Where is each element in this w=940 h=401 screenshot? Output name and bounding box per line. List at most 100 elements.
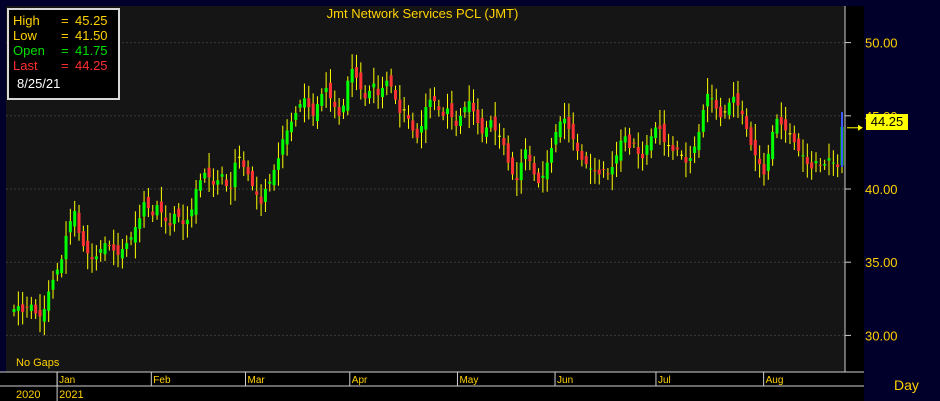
ohlc-body bbox=[220, 174, 224, 177]
ohlc-body bbox=[177, 208, 181, 217]
ohlc-body bbox=[550, 148, 554, 163]
ohlc-body bbox=[393, 90, 397, 100]
ohlc-body bbox=[450, 103, 454, 118]
last-price-arrow bbox=[858, 124, 863, 131]
ohlc-body bbox=[576, 142, 580, 151]
price-axis-panel bbox=[845, 6, 864, 372]
ohlc-body bbox=[597, 169, 601, 175]
y-tick-label: 40.00 bbox=[865, 182, 898, 197]
ohlc-body bbox=[831, 162, 835, 164]
ohlc-body bbox=[814, 161, 818, 164]
ohlc-body bbox=[229, 187, 233, 189]
ohlc-body bbox=[706, 93, 710, 107]
ohlc-body bbox=[797, 138, 801, 151]
ohlc-body bbox=[29, 304, 33, 312]
ohlc-body bbox=[472, 102, 476, 112]
ohlc-info-box: High = 45.25 Low = 41.50 Open = 41.75 La… bbox=[7, 8, 120, 100]
ohlc-body bbox=[714, 99, 718, 109]
ohlc-body bbox=[324, 87, 328, 93]
ohlc-body bbox=[758, 158, 762, 165]
ohlc-body bbox=[424, 107, 428, 130]
ohlc-body bbox=[64, 235, 68, 260]
ohlc-body bbox=[42, 309, 46, 322]
ohlc-body bbox=[107, 244, 111, 247]
ohlc-date: 8/25/21 bbox=[17, 76, 61, 91]
ohlc-body bbox=[328, 82, 332, 99]
ohlc-body bbox=[632, 142, 636, 144]
equals-sign: = bbox=[61, 43, 69, 58]
ohlc-body bbox=[563, 118, 567, 124]
last-price-tag: 44.25 bbox=[866, 114, 908, 130]
ohlc-body bbox=[667, 145, 671, 147]
ohlc-body bbox=[571, 123, 575, 140]
ohlc-body bbox=[753, 139, 757, 156]
month-label: Jul bbox=[658, 375, 671, 386]
ohlc-body bbox=[285, 130, 289, 145]
ohlc-body bbox=[649, 136, 653, 151]
ohlc-body bbox=[511, 157, 515, 175]
ohlc-body bbox=[12, 309, 16, 312]
ohlc-low-row: Low = 41.50 bbox=[13, 28, 118, 43]
ohlc-body bbox=[68, 221, 72, 233]
ohlc-last-row: Last = 44.25 bbox=[13, 58, 118, 73]
month-label: Jun bbox=[557, 375, 573, 386]
ohlc-high-row: High = 45.25 bbox=[13, 13, 118, 28]
ohlc-body bbox=[307, 98, 311, 108]
ohlc-body bbox=[320, 93, 324, 106]
ohlc-body bbox=[459, 115, 463, 127]
ohlc-body bbox=[441, 111, 445, 116]
ohlc-body bbox=[827, 158, 831, 161]
interval-label[interactable]: Day bbox=[894, 377, 919, 393]
ohlc-body bbox=[34, 304, 38, 314]
ohlc-body bbox=[463, 107, 467, 113]
ohlc-body bbox=[480, 117, 484, 134]
ohlc-body bbox=[615, 155, 619, 164]
ohlc-body bbox=[732, 96, 736, 103]
ohlc-body bbox=[506, 143, 510, 163]
ohlc-body bbox=[389, 75, 393, 87]
ohlc-body bbox=[81, 231, 85, 247]
ohlc-body bbox=[259, 196, 263, 204]
ohlc-body bbox=[51, 279, 55, 290]
ohlc-body bbox=[411, 120, 415, 131]
ohlc-body bbox=[120, 249, 124, 259]
ohlc-body bbox=[16, 306, 20, 311]
ohlc-body bbox=[792, 133, 796, 143]
ohlc-body bbox=[346, 80, 350, 111]
ohlc-body bbox=[727, 102, 731, 115]
ohlc-body bbox=[515, 177, 519, 181]
ohlc-body bbox=[216, 180, 220, 185]
ohlc-body bbox=[402, 109, 406, 111]
high-label: High bbox=[13, 13, 40, 28]
ohlc-body bbox=[485, 127, 489, 137]
ohlc-body bbox=[311, 103, 315, 116]
ohlc-body bbox=[354, 67, 358, 78]
ohlc-body bbox=[467, 101, 471, 113]
ohlc-body bbox=[710, 98, 714, 100]
ohlc-body bbox=[125, 243, 129, 250]
ohlc-body bbox=[385, 80, 389, 87]
chart-title: Jmt Network Services PCL (JMT) bbox=[326, 6, 519, 21]
ohlc-body bbox=[779, 116, 783, 125]
ohlc-body bbox=[60, 259, 64, 274]
ohlc-body bbox=[380, 87, 384, 98]
ohlc-body bbox=[805, 157, 809, 165]
ohlc-body bbox=[762, 164, 766, 175]
ohlc-body bbox=[242, 160, 246, 168]
ohlc-body bbox=[428, 99, 432, 108]
ohlc-body bbox=[498, 135, 502, 137]
ohlc-body bbox=[654, 127, 658, 139]
ohlc-body bbox=[172, 213, 176, 224]
ohlc-body bbox=[489, 120, 493, 128]
ohlc-body bbox=[38, 309, 42, 317]
ohlc-body bbox=[190, 209, 194, 217]
y-tick-label: 50.00 bbox=[865, 36, 898, 51]
ohlc-body bbox=[272, 169, 276, 186]
ohlc-body bbox=[315, 104, 319, 122]
ohlc-body bbox=[658, 125, 662, 129]
ohlc-body bbox=[151, 211, 155, 216]
ohlc-body bbox=[558, 121, 562, 138]
ohlc-body bbox=[766, 153, 770, 171]
ohlc-body bbox=[203, 172, 207, 179]
